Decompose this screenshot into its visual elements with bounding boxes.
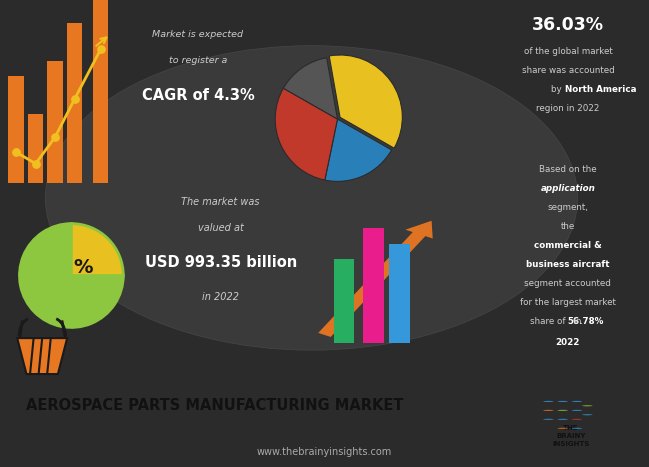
- Text: valued at: valued at: [198, 223, 243, 234]
- Text: Market is expected: Market is expected: [153, 30, 243, 39]
- Text: share of: share of: [530, 317, 568, 326]
- Wedge shape: [275, 88, 337, 180]
- Text: to register a: to register a: [169, 57, 227, 65]
- Text: North America: North America: [565, 85, 636, 94]
- Point: [95, 46, 106, 53]
- Circle shape: [572, 410, 582, 411]
- Polygon shape: [17, 338, 67, 374]
- Circle shape: [572, 401, 582, 402]
- Text: by: by: [551, 85, 565, 94]
- Ellipse shape: [45, 46, 578, 350]
- Text: www.thebrainyinsights.com: www.thebrainyinsights.com: [257, 447, 392, 457]
- Text: share was accounted: share was accounted: [522, 66, 614, 75]
- Wedge shape: [19, 224, 123, 327]
- Text: business aircraft: business aircraft: [526, 260, 609, 269]
- Circle shape: [572, 428, 582, 429]
- Text: 36.03%: 36.03%: [532, 16, 604, 34]
- FancyBboxPatch shape: [28, 114, 43, 183]
- Text: in: in: [568, 317, 582, 326]
- Circle shape: [572, 419, 582, 420]
- Text: Based on the: Based on the: [539, 165, 596, 174]
- Circle shape: [582, 414, 593, 415]
- FancyBboxPatch shape: [334, 259, 354, 343]
- Text: the: the: [561, 222, 575, 231]
- FancyBboxPatch shape: [93, 0, 108, 183]
- Text: USD 993.35 billion: USD 993.35 billion: [145, 255, 297, 270]
- Text: for the largest market: for the largest market: [520, 298, 616, 307]
- Text: 56.78%: 56.78%: [568, 317, 604, 326]
- Text: The market was: The market was: [182, 197, 260, 207]
- Circle shape: [557, 401, 568, 402]
- Point: [11, 149, 21, 156]
- Circle shape: [557, 410, 568, 411]
- FancyBboxPatch shape: [8, 76, 24, 183]
- Text: 2022: 2022: [556, 338, 580, 347]
- Text: segment,: segment,: [548, 203, 588, 212]
- FancyBboxPatch shape: [67, 23, 82, 183]
- Wedge shape: [71, 224, 123, 276]
- Text: of the global market: of the global market: [524, 47, 612, 56]
- Text: region in 2022: region in 2022: [536, 104, 600, 113]
- FancyBboxPatch shape: [363, 228, 384, 343]
- Circle shape: [543, 410, 554, 411]
- Circle shape: [557, 419, 568, 420]
- Wedge shape: [284, 58, 337, 119]
- FancyBboxPatch shape: [389, 244, 410, 343]
- Text: THE
BRAINY
INSIGHTS: THE BRAINY INSIGHTS: [552, 425, 590, 447]
- Circle shape: [557, 428, 568, 429]
- Point: [50, 133, 60, 141]
- Text: commercial &: commercial &: [534, 241, 602, 250]
- Circle shape: [543, 401, 554, 402]
- FancyArrow shape: [318, 221, 433, 337]
- Point: [69, 95, 80, 103]
- Circle shape: [543, 419, 554, 420]
- Circle shape: [582, 405, 593, 406]
- FancyBboxPatch shape: [47, 61, 63, 183]
- Wedge shape: [329, 55, 402, 148]
- Text: in 2022: in 2022: [202, 292, 239, 302]
- Text: segment accounted: segment accounted: [524, 279, 611, 288]
- Text: %: %: [73, 258, 93, 277]
- Wedge shape: [325, 119, 391, 181]
- Text: application: application: [541, 184, 595, 193]
- Text: CAGR of 4.3%: CAGR of 4.3%: [141, 88, 254, 103]
- Point: [31, 160, 41, 167]
- Text: AEROSPACE PARTS MANUFACTURING MARKET: AEROSPACE PARTS MANUFACTURING MARKET: [26, 398, 404, 413]
